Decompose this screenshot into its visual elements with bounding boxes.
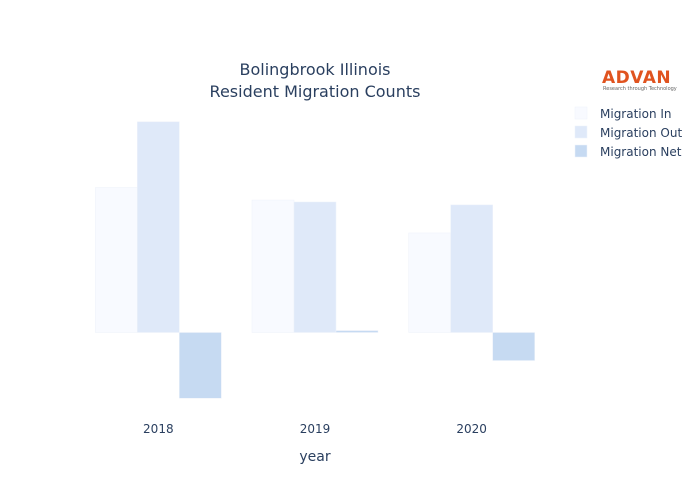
bar-migration-in-2019 [251,199,295,333]
bar-migration-in-2020 [408,232,451,333]
bar-migration-in-2018 [95,187,138,333]
bar-migration-net-2018 [179,332,222,399]
advan-logo-wordmark: ADVAN [602,68,671,88]
bar-migration-out-2020 [450,204,493,333]
x-tick-label-2020: 2020 [456,422,487,436]
chart-title: Bolingbrook Illinois Resident Migration … [210,60,421,101]
bar-migration-out-2019 [293,201,337,333]
chart-legend: Migration In Migration Out Migration Net [574,106,682,159]
legend-label-migration-in[interactable]: Migration In [600,107,672,121]
x-tick-label-2018: 2018 [143,422,174,436]
x-axis-ticks: 2018 2019 2020 [143,422,487,436]
bars-group [95,121,535,399]
advan-logo-tagline: Research through Technology [603,86,677,92]
bar-migration-net-2020 [492,332,535,361]
advan-logo: ADVAN Research through Technology [602,68,677,92]
chart-title-line-1: Bolingbrook Illinois [239,60,390,79]
legend-swatch-migration-in[interactable] [574,106,588,120]
legend-swatch-migration-net[interactable] [574,144,588,158]
bar-migration-out-2018 [137,121,180,333]
legend-label-migration-net[interactable]: Migration Net [600,145,682,159]
bar-migration-net-2019 [335,330,379,333]
chart-title-line-2: Resident Migration Counts [210,82,421,101]
legend-swatch-migration-out[interactable] [574,125,588,139]
x-tick-label-2019: 2019 [300,422,331,436]
legend-label-migration-out[interactable]: Migration Out [600,126,682,140]
x-axis-title: year [299,449,330,465]
